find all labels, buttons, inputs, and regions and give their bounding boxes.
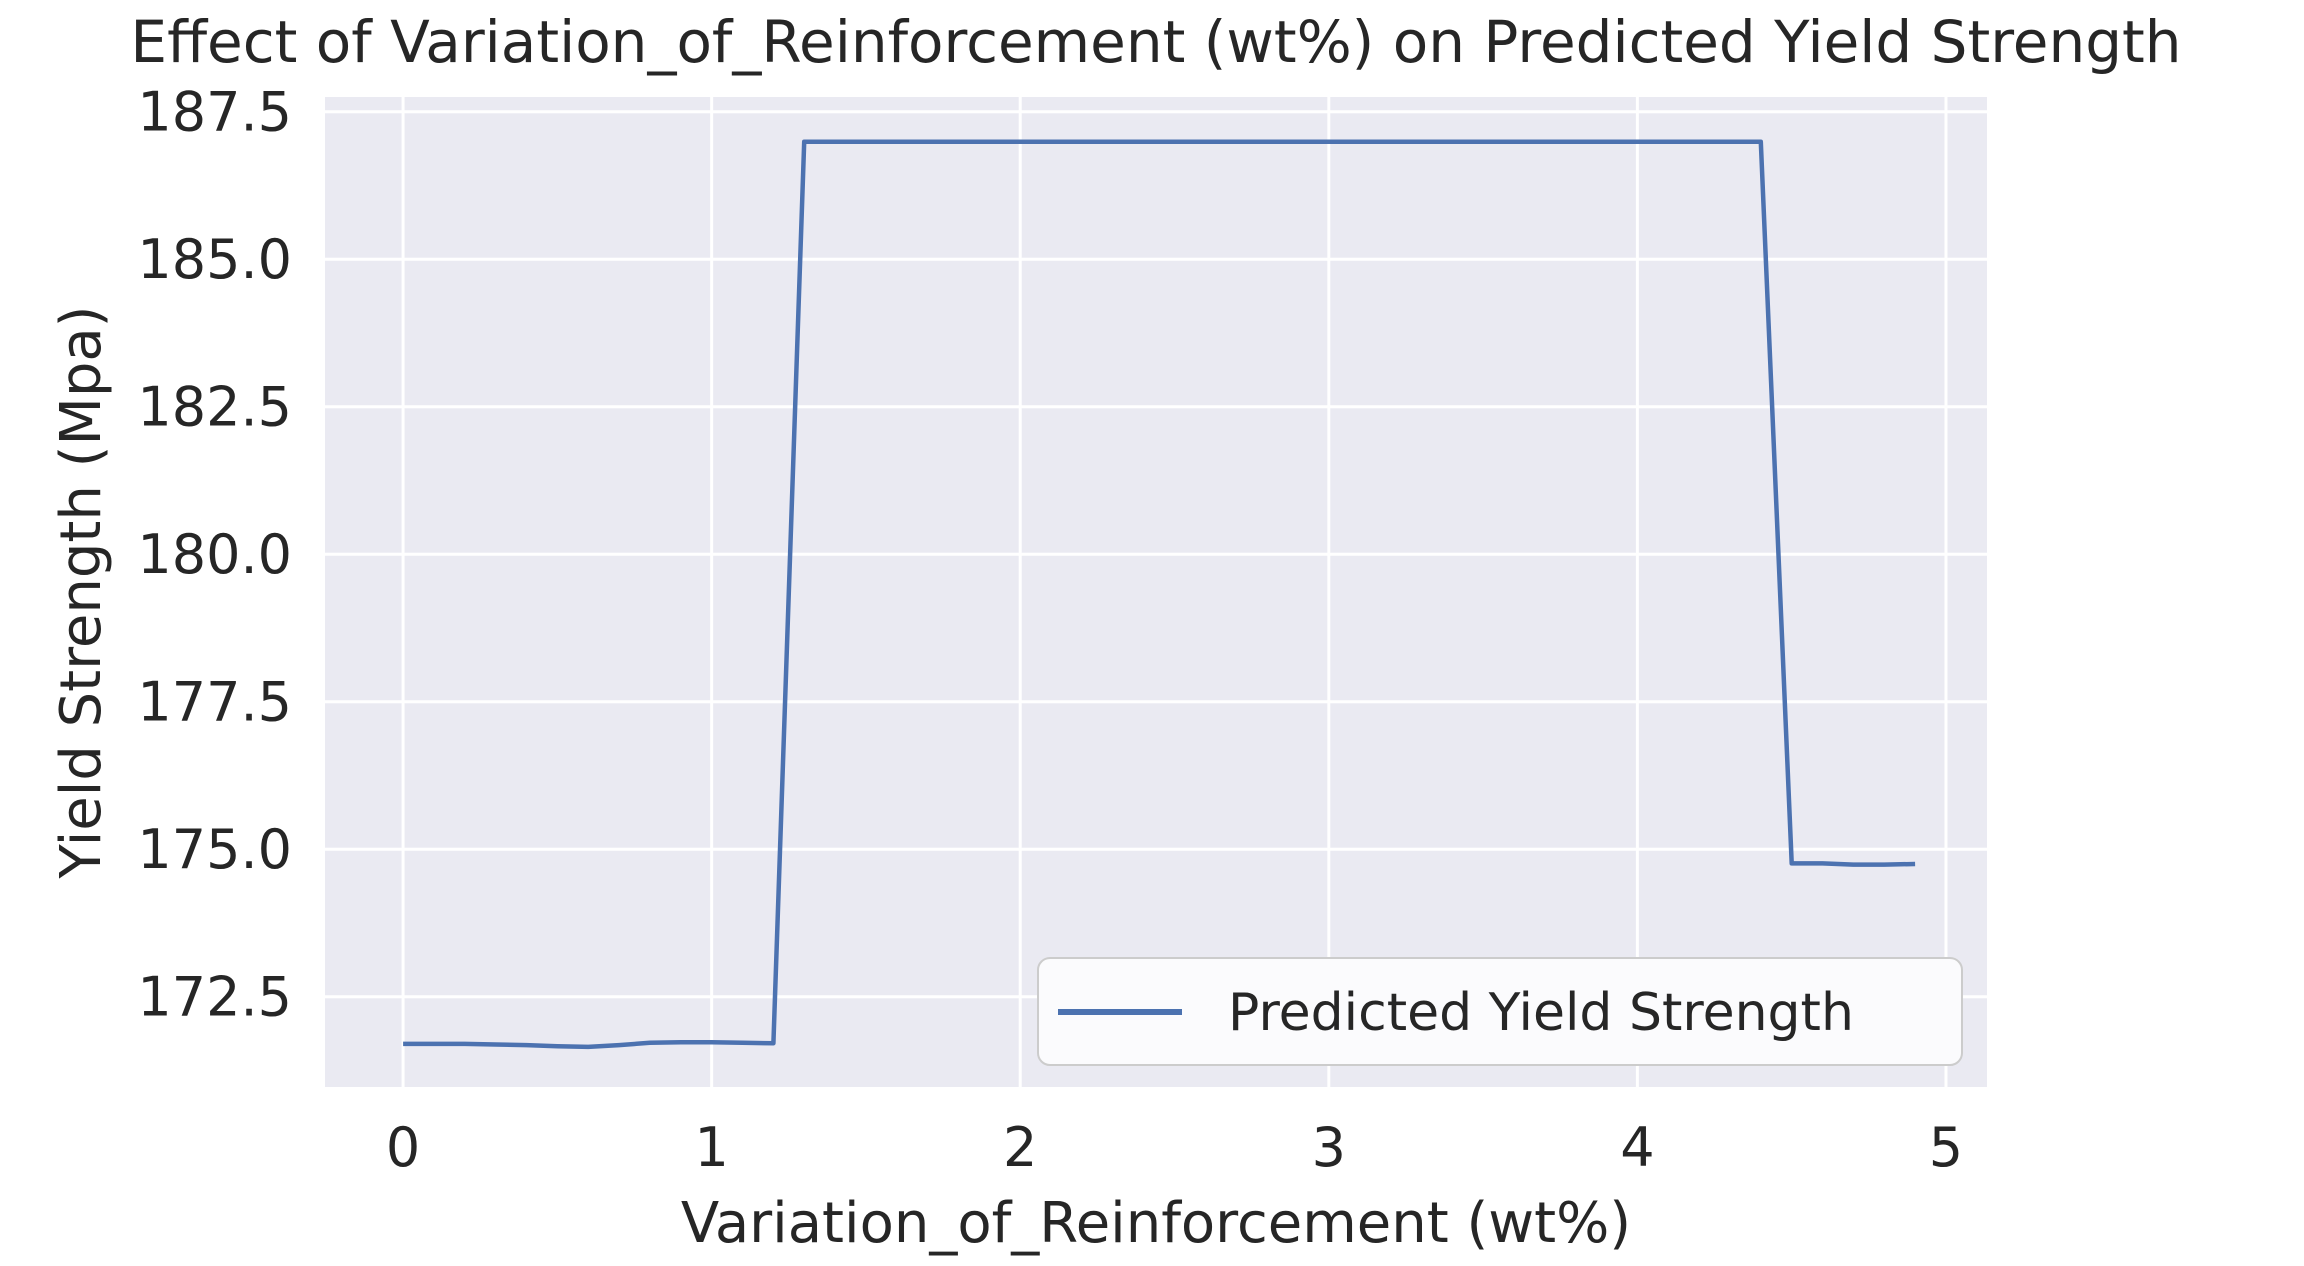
x-axis-label: Variation_of_Reinforcement (wt%) xyxy=(681,1191,1631,1256)
chart-title: Effect of Variation_of_Reinforcement (wt… xyxy=(130,8,2181,76)
tick-labels: 0 1 2 3 4 5 172.5 175.0 177.5 180.0 182.5 185.0 187.… xyxy=(137,81,1963,1179)
x-tick-label: 2 xyxy=(1003,1116,1037,1179)
plot-area xyxy=(325,97,1987,1087)
y-tick-label: 177.5 xyxy=(137,671,292,734)
y-tick-label: 172.5 xyxy=(137,966,292,1029)
y-tick-label: 187.5 xyxy=(137,81,292,144)
x-tick-label: 4 xyxy=(1620,1116,1654,1179)
x-tick-label: 5 xyxy=(1929,1116,1963,1179)
y-tick-label: 175.0 xyxy=(137,818,292,881)
y-tick-label: 185.0 xyxy=(137,228,292,291)
series-line xyxy=(403,139,1916,1050)
legend-label: Predicted Yield Strength xyxy=(1228,983,1854,1043)
legend: Predicted Yield Strength xyxy=(1037,957,1963,1066)
gridlines xyxy=(325,97,1987,1087)
y-tick-label: 180.0 xyxy=(137,523,292,586)
x-tick-label: 0 xyxy=(386,1116,420,1179)
x-tick-label: 1 xyxy=(694,1116,728,1179)
data-series xyxy=(403,139,1916,1050)
x-tick-label: 3 xyxy=(1312,1116,1346,1179)
y-axis-label: Yield Strength (Mpa) xyxy=(49,305,114,879)
legend-box xyxy=(1037,957,1963,1066)
y-tick-label: 182.5 xyxy=(137,376,292,439)
